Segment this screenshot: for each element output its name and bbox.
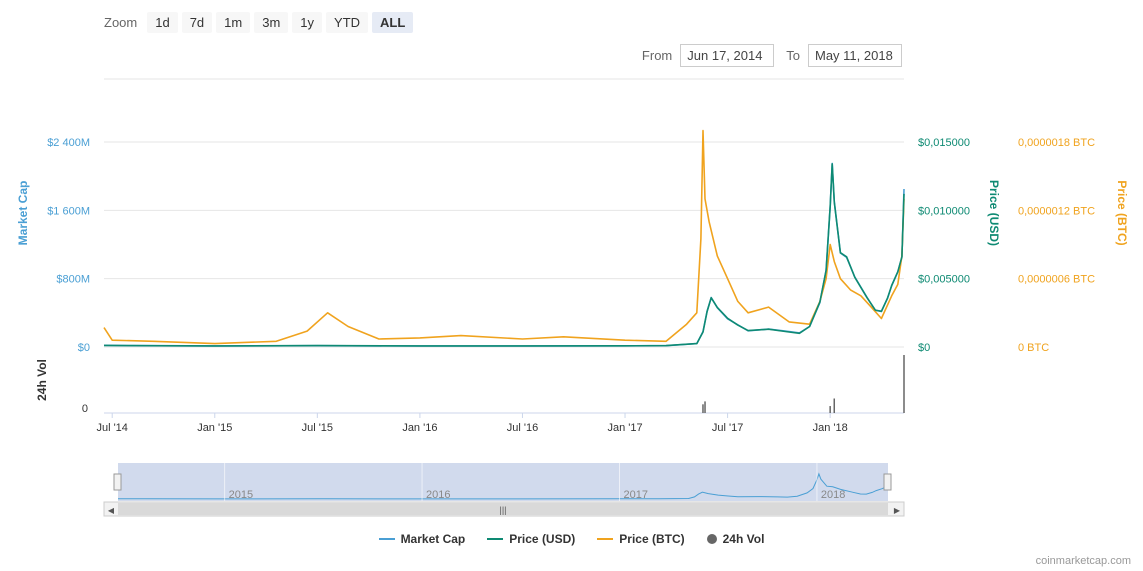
zoom-3m-button[interactable]: 3m [254, 12, 289, 33]
navigator-selection [118, 463, 888, 501]
scrollbar-thumb [118, 503, 888, 515]
legend-price-usd[interactable]: Price (USD) [487, 532, 575, 546]
price_btc-axis-title: Price (BTC) [1115, 180, 1129, 245]
x-tick-label: Jan '15 [197, 422, 232, 434]
volume-bar [829, 406, 831, 413]
legend-volume[interactable]: 24h Vol [706, 532, 765, 546]
price_btc-tick-label: 0,0000018 BTC [1018, 137, 1095, 149]
price_btc-tick-label: 0 BTC [1018, 342, 1049, 354]
navigator-left-handle [113, 473, 122, 491]
x-axis: Jul '14 Jan '15 Jul '15 Jan '16 Jul '16 Jan '… [96, 413, 848, 434]
credit-text[interactable]: coinmarketcap.com [1035, 555, 1131, 567]
zoom-all-button[interactable]: ALL [372, 12, 414, 33]
x-tick-label: Jul '14 [96, 422, 127, 434]
market_cap-tick-label: $0 [78, 342, 90, 354]
zoom-1d-button[interactable]: 1d [147, 12, 178, 33]
date-range: From To [642, 44, 902, 67]
x-tick-label: Jul '16 [507, 422, 538, 434]
market_cap-tick-label: $2 400M [47, 137, 90, 149]
scroll-right-icon: ▶ [894, 506, 901, 515]
volume-bar [903, 355, 905, 413]
to-label: To [786, 48, 800, 63]
legend-price-btc[interactable]: Price (BTC) [597, 532, 685, 546]
x-tick-label: Jul '15 [302, 422, 333, 434]
market_cap-axis-title: Market Cap [16, 181, 30, 246]
legend-price-btc-swatch [597, 538, 614, 540]
volume-bar [833, 398, 836, 413]
x-tick-label: Jan '16 [402, 422, 437, 434]
zoom-1m-button[interactable]: 1m [216, 12, 251, 33]
scroll-left-icon: ◀ [108, 506, 115, 515]
navigator[interactable]: 2015 2016 2017 2018 ||| ◀ ▶ [103, 463, 905, 517]
zoom-bar: Zoom 1d 7d 1m 3m 1y YTD ALL [104, 12, 414, 33]
from-date-input[interactable] [680, 44, 775, 67]
zoom-ytd-button[interactable]: YTD [326, 12, 369, 33]
x-tick-label: Jan '17 [607, 422, 642, 434]
price-chart: $0 $800M $1 600M $2 400M Market Cap $0 $0,005… [16, 78, 1129, 517]
market_cap-tick-label: $800M [56, 274, 90, 286]
navigator-tick-label: 2016 [426, 489, 450, 501]
volume-pane: 0 24h Vol [35, 355, 905, 415]
price-btc-axis: 0 BTC 0,0000006 BTC 0,0000012 BTC 0,0000018… [1018, 137, 1129, 354]
legend-market-cap[interactable]: Market Cap [378, 532, 466, 546]
legend-volume-dot [706, 534, 717, 544]
x-tick-label: Jul '17 [712, 422, 743, 434]
navigator-right-handle [883, 473, 892, 491]
market-cap-axis: $0 $800M $1 600M $2 400M Market Cap [16, 137, 90, 354]
price_usd-axis-title: Price (USD) [987, 180, 1001, 246]
navigator-tick-label: 2018 [821, 489, 845, 501]
navigator-line [118, 472, 889, 500]
legend: Market Cap Price (USD) Price (BTC) 24h V… [0, 532, 1143, 546]
zoom-7d-button[interactable]: 7d [181, 12, 213, 33]
legend-volume-label: 24h Vol [722, 532, 765, 546]
volume-tick-label: 0 [82, 403, 88, 415]
legend-price-btc-label: Price (BTC) [619, 532, 685, 546]
price_btc-tick-label: 0,0000012 BTC [1018, 205, 1095, 217]
legend-market-cap-swatch [378, 538, 395, 540]
volume-bar [704, 401, 706, 413]
from-label: From [641, 48, 673, 63]
legend-price-usd-label: Price (USD) [509, 532, 576, 546]
price-usd-axis: $0 $0,005000 $0,010000 $0,015000 Price (USD) [918, 137, 1001, 354]
legend-market-cap-label: Market Cap [400, 532, 466, 546]
navigator-tick-label: 2015 [229, 489, 253, 501]
zoom-label: Zoom [104, 15, 138, 30]
price_usd-line [103, 163, 905, 347]
gridlines [104, 141, 904, 348]
navigator-tick-label: 2017 [623, 489, 647, 501]
price_usd-tick-label: $0,005000 [918, 274, 970, 286]
legend-price-usd-swatch [487, 538, 504, 540]
zoom-1y-button[interactable]: 1y [292, 12, 323, 33]
series-layer [103, 129, 905, 347]
price_usd-tick-label: $0 [918, 342, 930, 354]
price_usd-tick-label: $0,010000 [918, 205, 970, 217]
price_usd-tick-label: $0,015000 [918, 137, 970, 149]
price_btc-line [103, 129, 905, 345]
volume-axis-title: 24h Vol [35, 359, 49, 401]
price_btc-tick-label: 0,0000006 BTC [1018, 274, 1095, 286]
scrollbar-grip-icon: ||| [499, 505, 506, 515]
x-tick-label: Jan '18 [813, 422, 848, 434]
market_cap-tick-label: $1 600M [47, 205, 90, 217]
to-date-input[interactable] [808, 44, 902, 67]
volume-bar [702, 404, 704, 413]
